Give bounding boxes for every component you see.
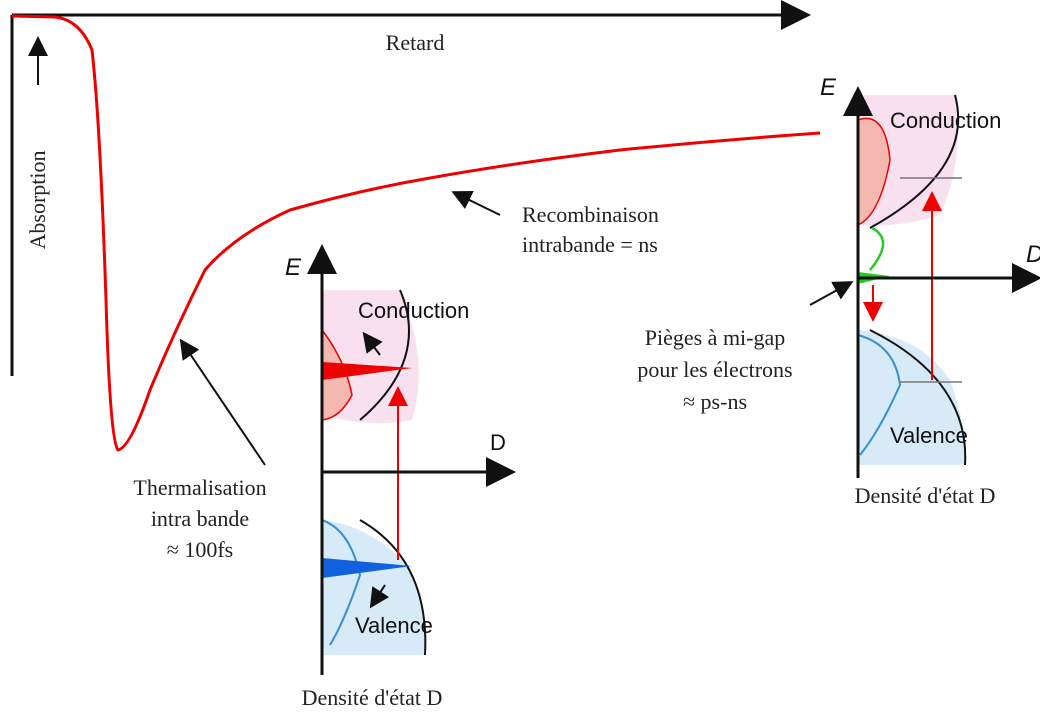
annotation-thermalisation: Thermalisation intra bande ≈ 100fs: [133, 338, 267, 562]
annotation-pieges: Pièges à mi-gap pour les électrons ≈ ps-…: [637, 281, 854, 414]
inset-caption: Densité d'état D: [855, 483, 996, 508]
inset-band-diagram: E D Conduction Valence Densité d'état D: [285, 244, 516, 710]
excited-holes: [322, 558, 412, 578]
conduction-label: Conduction: [890, 108, 1001, 133]
excited-electrons: [322, 362, 412, 380]
energy-label: E: [820, 74, 837, 101]
annotation-arrow: [451, 191, 501, 216]
trap-states: [869, 226, 885, 271]
band-edge: [869, 94, 960, 229]
annotation-text: Recombinaison: [522, 202, 659, 227]
absorption-curve: [11, 14, 821, 452]
band-edge: [869, 329, 967, 466]
valence-label: Valence: [890, 423, 968, 448]
inset-band-diagram: E D Conduction Valence Densité d'état D: [820, 74, 1040, 508]
annotation-text: pour les électrons: [637, 357, 792, 382]
x-axis-label: Retard: [386, 30, 445, 55]
electron-distribution: [857, 117, 891, 227]
annotation-recombinaison: Recombinaison intrabande = ns: [451, 191, 659, 257]
annotation-text: intrabande = ns: [522, 232, 658, 257]
annotation-arrow: [809, 281, 854, 306]
density-label: D: [1026, 241, 1040, 268]
band-edge: [359, 519, 427, 656]
valence-band: [858, 330, 966, 465]
y-axis-label: Absorption: [25, 151, 50, 250]
annotation-text: Thermalisation: [133, 475, 266, 500]
energy-label: E: [285, 254, 302, 281]
annotation-text: intra bande: [151, 506, 249, 531]
annotation-text: Pièges à mi-gap: [645, 325, 786, 350]
relax-arrow: [369, 584, 390, 609]
band-edge: [359, 289, 410, 421]
annotation-text: ≈ 100fs: [167, 537, 233, 562]
main-plot: Retard Absorption: [10, 0, 821, 452]
annotation-arrow: [179, 338, 266, 466]
hole-distribution: [321, 519, 362, 646]
conduction-label: Conduction: [358, 298, 469, 323]
inset-caption: Densité d'état D: [302, 685, 443, 710]
relax-arrow: [362, 331, 383, 356]
annotation-text: ≈ ps-ns: [683, 389, 747, 414]
hole-distribution: [857, 334, 902, 456]
valence-label: Valence: [355, 613, 433, 638]
density-label: D: [490, 430, 506, 455]
